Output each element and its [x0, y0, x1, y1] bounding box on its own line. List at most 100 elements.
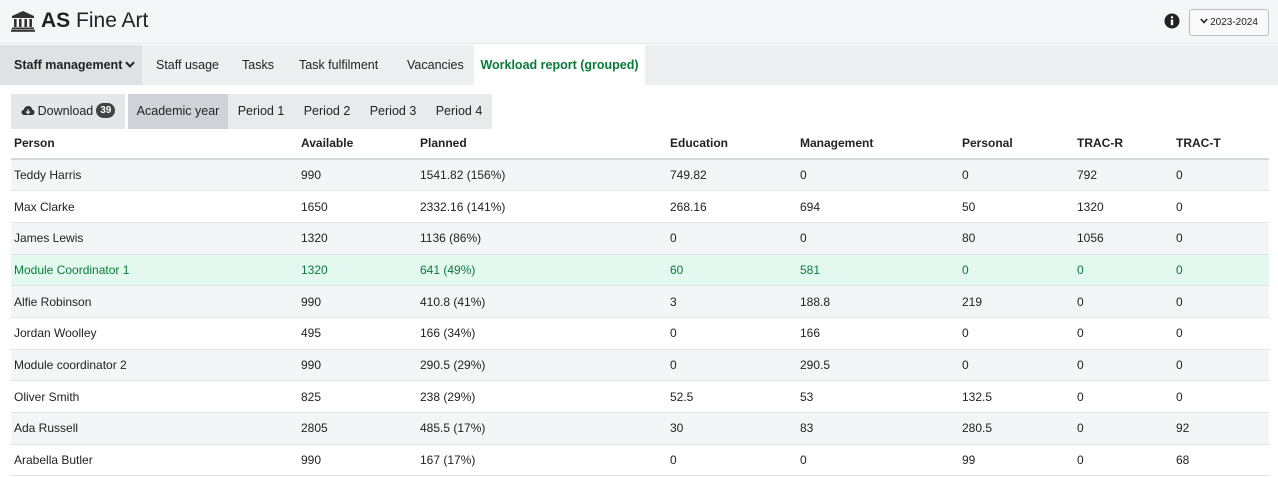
cell-person: Module Coordinator 1 — [11, 254, 298, 287]
table-row[interactable]: Module coordinator 2 990 290.5 (29%) 0 290.5… — [11, 349, 1269, 382]
tab-period-1[interactable]: Period 1 — [228, 94, 294, 129]
cell-person: Max Clarke — [11, 190, 298, 223]
cell-trac-t: 92 — [1173, 412, 1269, 445]
cell-education: 52.5 — [667, 380, 797, 413]
tab-period-2[interactable]: Period 2 — [294, 94, 360, 129]
cell-available: 495 — [298, 317, 417, 350]
cell-available: 990 — [298, 285, 417, 318]
cell-personal: 0 — [959, 254, 1074, 287]
cell-personal: 99 — [959, 444, 1074, 477]
column-header-available[interactable]: Available — [298, 128, 417, 160]
table-row[interactable]: Module Coordinator 1 1320 641 (49%) 60 581 0 0… — [11, 254, 1269, 287]
table-row[interactable]: James Lewis 1320 1136 (86%) 0 0 80 1056 0 — [11, 222, 1269, 255]
nav-vacancies[interactable]: Vacancies — [407, 58, 464, 72]
table-row[interactable]: Oliver Smith 825 238 (29%) 52.5 53 132.5 0 0 — [11, 380, 1269, 413]
app-title-rest: Fine Art — [70, 9, 149, 32]
year-selector-button[interactable]: 2023-2024 — [1189, 9, 1269, 36]
table-row[interactable]: Max Clarke 1650 2332.16 (141%) 268.16 694 50 1… — [11, 190, 1269, 223]
cell-available: 1320 — [298, 222, 417, 255]
cell-management: 581 — [797, 254, 959, 287]
cell-person: Alfie Robinson — [11, 285, 298, 318]
cell-management: 0 — [797, 159, 959, 192]
cell-trac-r: 0 — [1074, 444, 1173, 477]
download-button[interactable]: Download 39 — [11, 94, 125, 129]
cell-education: 0 — [667, 222, 797, 255]
cell-available: 1650 — [298, 190, 417, 223]
tab-period-3[interactable]: Period 3 — [360, 94, 426, 129]
cell-personal: 219 — [959, 285, 1074, 318]
column-header-trac-t[interactable]: TRAC-T — [1173, 128, 1269, 160]
table-row[interactable]: Ada Russell 2805 485.5 (17%) 30 83 280.5 0 92 — [11, 412, 1269, 445]
nav-workload-report[interactable]: Workload report (grouped) — [474, 45, 645, 85]
cell-education: 30 — [667, 412, 797, 445]
cell-education: 0 — [667, 317, 797, 350]
app-header: AS Fine Art 2023-2024 — [0, 0, 1278, 44]
cell-available: 2805 — [298, 412, 417, 445]
cell-trac-r: 0 — [1074, 349, 1173, 382]
cell-planned: 485.5 (17%) — [417, 412, 667, 445]
tab-period-4[interactable]: Period 4 — [426, 94, 492, 129]
nav-tasks[interactable]: Tasks — [242, 58, 274, 72]
main-nav: Staff management Staff usage Tasks Task … — [0, 45, 1278, 85]
cell-trac-t: 0 — [1173, 159, 1269, 192]
cell-planned: 641 (49%) — [417, 254, 667, 287]
column-header-personal[interactable]: Personal — [959, 128, 1074, 160]
cell-trac-r: 0 — [1074, 317, 1173, 350]
cell-available: 990 — [298, 349, 417, 382]
cell-available: 825 — [298, 380, 417, 413]
nav-task-fulfilment[interactable]: Task fulfilment — [299, 58, 379, 72]
tab-academic-year[interactable]: Academic year — [128, 94, 228, 129]
cell-person: Ada Russell — [11, 412, 298, 445]
download-label: Download — [37, 104, 94, 118]
column-header-planned[interactable]: Planned — [417, 128, 667, 160]
cell-trac-t: 0 — [1173, 285, 1269, 318]
cell-personal: 80 — [959, 222, 1074, 255]
cell-education: 268.16 — [667, 190, 797, 223]
cell-planned: 238 (29%) — [417, 380, 667, 413]
column-header-person[interactable]: Person — [11, 128, 298, 160]
cell-education: 749.82 — [667, 159, 797, 192]
cell-education: 0 — [667, 444, 797, 477]
cell-management: 0 — [797, 222, 959, 255]
column-header-education[interactable]: Education — [667, 128, 797, 160]
cell-management: 188.8 — [797, 285, 959, 318]
chevron-down-icon — [1200, 18, 1208, 24]
cell-personal: 0 — [959, 317, 1074, 350]
cell-trac-r: 792 — [1074, 159, 1173, 192]
cell-personal: 0 — [959, 349, 1074, 382]
cell-available: 990 — [298, 159, 417, 192]
cell-management: 290.5 — [797, 349, 959, 382]
table-row[interactable]: Jordan Woolley 495 166 (34%) 0 166 0 0 0 — [11, 317, 1269, 350]
cell-planned: 1136 (86%) — [417, 222, 667, 255]
cell-planned: 1541.82 (156%) — [417, 159, 667, 192]
year-selector-label: 2023-2024 — [1210, 17, 1258, 28]
cell-trac-r: 0 — [1074, 254, 1173, 287]
cell-personal: 50 — [959, 190, 1074, 223]
cell-trac-r: 1320 — [1074, 190, 1173, 223]
cell-planned: 166 (34%) — [417, 317, 667, 350]
table-row[interactable]: Teddy Harris 990 1541.82 (156%) 749.82 0 0 792… — [11, 159, 1269, 192]
nav-staff-management[interactable]: Staff management — [0, 45, 142, 85]
cell-trac-t: 0 — [1173, 190, 1269, 223]
cell-trac-r: 0 — [1074, 412, 1173, 445]
column-header-trac-r[interactable]: TRAC-R — [1074, 128, 1173, 160]
cell-trac-r: 1056 — [1074, 222, 1173, 255]
table-row[interactable]: Alfie Robinson 990 410.8 (41%) 3 188.8 219 0 0 — [11, 285, 1269, 318]
cell-education: 0 — [667, 349, 797, 382]
cell-person: Oliver Smith — [11, 380, 298, 413]
cell-education: 60 — [667, 254, 797, 287]
nav-staff-usage[interactable]: Staff usage — [156, 58, 220, 72]
table-header-row: Person Available Planned Education Manag… — [11, 128, 1269, 160]
cell-planned: 167 (17%) — [417, 444, 667, 477]
info-icon[interactable] — [1164, 13, 1180, 29]
chevron-down-icon — [125, 61, 136, 69]
cell-person: Jordan Woolley — [11, 317, 298, 350]
cell-trac-t: 68 — [1173, 444, 1269, 477]
cell-education: 3 — [667, 285, 797, 318]
cell-personal: 280.5 — [959, 412, 1074, 445]
column-header-management[interactable]: Management — [797, 128, 959, 160]
table-row[interactable]: Arabella Butler 990 167 (17%) 0 0 99 0 68 — [11, 444, 1269, 477]
workload-table: Person Available Planned Education Manag… — [11, 128, 1269, 477]
cell-planned: 410.8 (41%) — [417, 285, 667, 318]
cell-person: Teddy Harris — [11, 159, 298, 192]
